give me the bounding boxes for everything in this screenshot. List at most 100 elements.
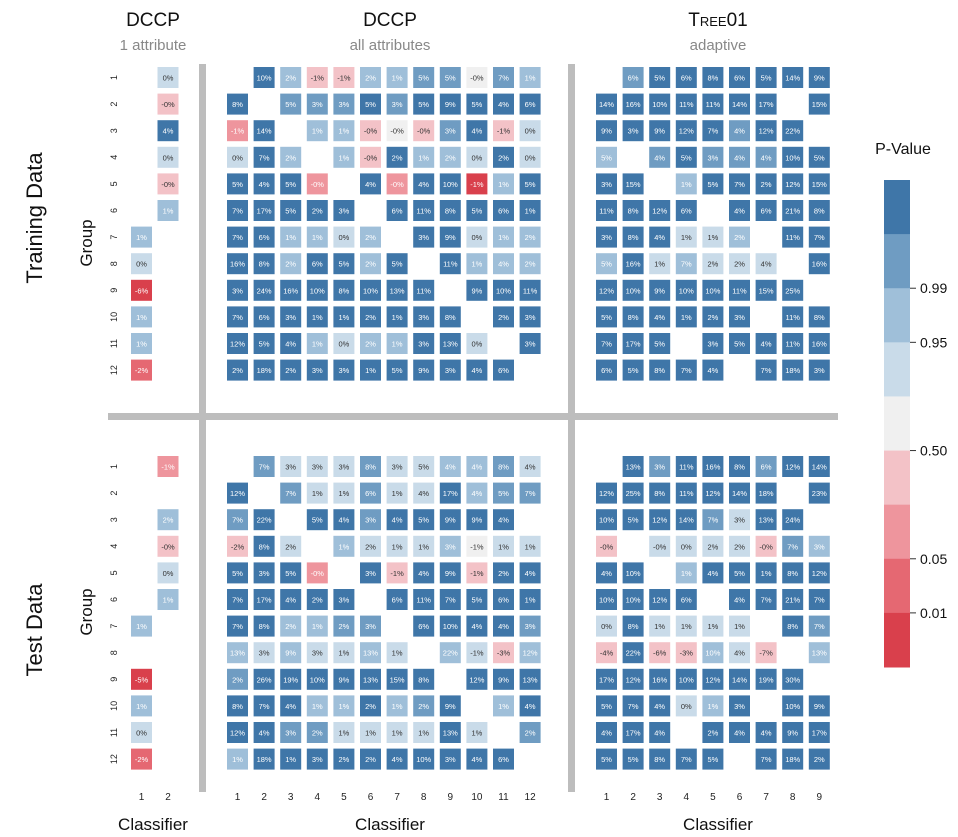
heatmap-cell — [253, 589, 275, 610]
classifier-tick-label: 10 — [471, 792, 483, 803]
group-tick-label: 9 — [109, 677, 119, 682]
heatmap-cell — [413, 456, 435, 477]
heatmap-cell-label: -0% — [161, 542, 175, 551]
group-tick-label: 6 — [109, 597, 119, 602]
heatmap-cell-label: 5% — [312, 516, 323, 525]
column-subtitle: adaptive — [690, 37, 747, 54]
heatmap-cell-label: 6% — [392, 596, 403, 605]
heatmap-cell-label: 3% — [445, 127, 456, 136]
heatmap-cell — [227, 359, 248, 381]
heatmap-cell-label: 1% — [338, 702, 349, 711]
heatmap-cell — [782, 615, 804, 637]
heatmap-cell — [702, 306, 724, 328]
heatmap-cell — [493, 456, 514, 477]
heatmap-cell-label: 1% — [365, 729, 376, 738]
heatmap-cell-label: 12% — [652, 207, 667, 216]
heatmap-cell-label: 4% — [525, 463, 536, 472]
heatmap-cell — [782, 695, 804, 717]
heatmap-cell — [493, 173, 514, 195]
heatmap-cell — [227, 562, 248, 584]
heatmap-cell-label: -1% — [470, 180, 484, 189]
heatmap-cell-label: 1% — [498, 180, 509, 189]
heatmap-cell-label: 17% — [812, 729, 827, 738]
heatmap-cell — [808, 200, 830, 221]
heatmap-cell — [280, 589, 302, 610]
heatmap-cell-label: 2% — [734, 260, 745, 269]
heatmap-cell-label: 3% — [525, 340, 536, 349]
heatmap-cell-label: 5% — [338, 260, 349, 269]
heatmap-cell — [280, 173, 302, 195]
heatmap-cell — [253, 200, 275, 221]
heatmap-cell-label: 9% — [285, 649, 296, 658]
heatmap-cell-label: 16% — [812, 340, 827, 349]
group-tick-label: 5 — [109, 570, 119, 575]
heatmap-cell — [360, 615, 381, 637]
heatmap-cell-label: 9% — [445, 516, 456, 525]
heatmap-cell-label: 4% — [445, 463, 456, 472]
heatmap-cell — [386, 173, 408, 195]
heatmap-cell-label: 10% — [626, 569, 641, 578]
heatmap-cell — [808, 642, 830, 664]
heatmap-cell — [306, 173, 328, 195]
heatmap-cell-label: 17% — [443, 489, 458, 498]
heatmap-cell-label: 5% — [418, 74, 429, 83]
heatmap-cell-label: 2% — [498, 153, 509, 162]
heatmap-cell — [649, 67, 671, 88]
heatmap-cell — [360, 668, 381, 690]
heatmap-cell-label: 2% — [734, 233, 745, 242]
heatmap-cell — [649, 306, 671, 328]
classifier-axis-label: Classifier — [118, 815, 188, 834]
heatmap-cell — [675, 642, 697, 664]
heatmap-cell — [675, 93, 697, 115]
heatmap-cell-label: 6% — [365, 489, 376, 498]
heatmap-cell — [493, 146, 514, 168]
heatmap-cell-label: 16% — [283, 286, 298, 295]
heatmap-cell — [386, 562, 408, 584]
heatmap-cell-label: 4% — [734, 649, 745, 658]
heatmap-cell — [729, 146, 750, 168]
group-tick-label: 8 — [109, 261, 119, 266]
heatmap-cell — [596, 226, 617, 248]
heatmap-cell-label: 9% — [814, 702, 825, 711]
heatmap-cell — [413, 279, 435, 301]
heatmap-cell — [413, 482, 435, 504]
heatmap-cell-label: 4% — [365, 180, 376, 189]
heatmap-cell — [131, 306, 152, 328]
heatmap-cell-label: 5% — [418, 100, 429, 109]
heatmap-cell-label: 22% — [443, 649, 458, 658]
heatmap-cell — [131, 748, 152, 770]
heatmap-cell-label: 0% — [471, 153, 482, 162]
heatmap-cell — [306, 333, 328, 354]
heatmap-cell-label: 17% — [257, 207, 272, 216]
heatmap-cell-label: 4% — [654, 729, 665, 738]
heatmap-cell — [808, 226, 830, 248]
heatmap-cell-label: 3% — [259, 569, 270, 578]
group-tick-label: 3 — [109, 128, 119, 133]
heatmap-cell-label: 3% — [601, 180, 612, 189]
heatmap-cell-label: 3% — [601, 233, 612, 242]
heatmap-cell-label: 4% — [259, 180, 270, 189]
group-axis-label: Group — [77, 219, 96, 266]
heatmap-cell — [755, 146, 777, 168]
heatmap-cell-label: 3% — [628, 127, 639, 136]
heatmap-cell-label: 4% — [601, 569, 612, 578]
heatmap-cell — [729, 279, 750, 301]
heatmap-cell — [333, 642, 355, 664]
heatmap-cell — [596, 535, 617, 557]
column-subtitle: all attributes — [350, 37, 431, 54]
heatmap-cell — [280, 748, 302, 770]
heatmap-cell-label: 5% — [471, 100, 482, 109]
heatmap-cell — [493, 226, 514, 248]
heatmap-cell — [439, 253, 461, 275]
heatmap-cell-label: 1% — [136, 702, 147, 711]
heatmap-cell-label: 8% — [498, 463, 509, 472]
heatmap-cell-label: 0% — [681, 542, 692, 551]
heatmap-cell-label: 12% — [626, 675, 641, 684]
heatmap-cell — [439, 722, 461, 743]
heatmap-cell-label: 3% — [445, 755, 456, 764]
heatmap-cell-label: 1% — [365, 366, 376, 375]
heatmap-cell-label: 1% — [761, 569, 772, 578]
heatmap-cell — [413, 359, 435, 381]
heatmap-cell — [386, 333, 408, 354]
heatmap-cell-label: 1% — [312, 127, 323, 136]
